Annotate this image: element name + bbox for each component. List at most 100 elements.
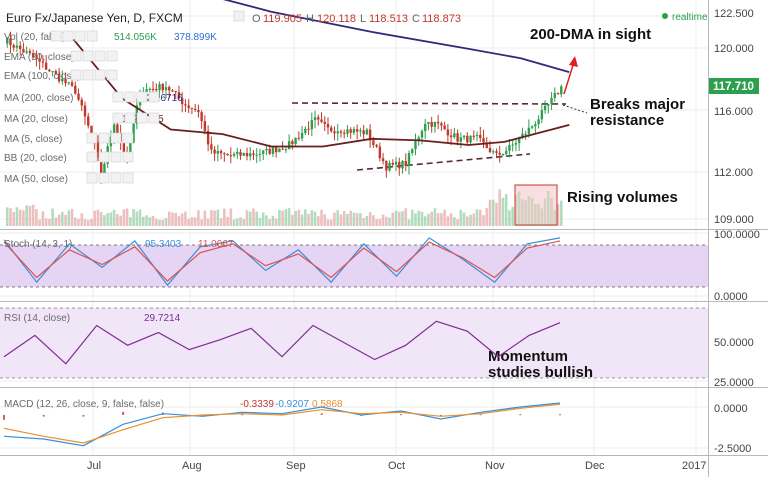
candle-body bbox=[378, 146, 382, 159]
indicator-rsi[interactable]: RSI (14, close) bbox=[4, 313, 70, 324]
realtime-label: realtime bbox=[672, 12, 708, 23]
candle-body bbox=[38, 58, 41, 62]
grid bbox=[0, 0, 708, 455]
legend-toggle-icon bbox=[124, 91, 136, 103]
indicator-bb[interactable]: BB (20, close) bbox=[4, 153, 67, 164]
candle-body bbox=[336, 131, 339, 134]
volume-bar bbox=[485, 208, 489, 226]
candle-body bbox=[148, 88, 151, 90]
indicator-stoch[interactable]: Stoch (14, 3, 1) bbox=[4, 239, 72, 250]
volume-bar bbox=[381, 214, 385, 226]
volume-bar bbox=[158, 219, 161, 226]
volume-bar bbox=[193, 217, 197, 226]
candle-body bbox=[54, 71, 58, 74]
candle-body bbox=[6, 38, 9, 44]
volume-bar bbox=[197, 210, 200, 226]
volume-bar bbox=[242, 218, 246, 226]
legend-toggle-icon bbox=[110, 132, 122, 144]
volume-bar bbox=[556, 204, 560, 226]
legend-toggle-icon bbox=[70, 69, 82, 81]
stoch-d-line bbox=[3, 240, 561, 282]
legend-toggle-icon bbox=[74, 30, 86, 42]
volume-bar bbox=[495, 202, 498, 226]
legend-toggle-icons[interactable] bbox=[50, 30, 160, 184]
legend-toggle-icon bbox=[106, 50, 118, 62]
indicator-macd[interactable]: MACD (12, 26, close, 9, false, false) bbox=[4, 399, 164, 410]
candles bbox=[6, 31, 563, 184]
volume-bar bbox=[77, 219, 80, 226]
candle-body bbox=[245, 152, 249, 157]
candle-body bbox=[543, 105, 547, 111]
open-label: O bbox=[252, 13, 261, 25]
volume-bar bbox=[245, 210, 249, 226]
time-tick: 2017 bbox=[682, 460, 706, 472]
volume-highlight-box bbox=[514, 184, 558, 226]
indicator-ema20[interactable]: EMA (20, close) bbox=[4, 52, 75, 63]
candle-body bbox=[216, 150, 220, 154]
candle-body bbox=[550, 97, 553, 105]
volume-bar bbox=[436, 213, 440, 226]
candle-body bbox=[103, 163, 106, 177]
indicator-ema100[interactable]: EMA (100, close) bbox=[4, 71, 80, 82]
volume-bar bbox=[132, 209, 135, 226]
stoch-d-value: 11.0067 bbox=[198, 239, 234, 250]
candle-body bbox=[22, 49, 25, 53]
symbol-title[interactable]: Euro Fx/Japanese Yen, D, FXCM bbox=[6, 11, 183, 25]
candle-body bbox=[553, 93, 556, 98]
high-value: 120.118 bbox=[317, 13, 356, 25]
volume-bar bbox=[145, 215, 148, 226]
volume-bar bbox=[138, 209, 142, 226]
candle-body bbox=[511, 144, 514, 146]
volume-bar bbox=[407, 219, 411, 226]
support-trendline bbox=[356, 153, 531, 171]
volume-bar bbox=[268, 219, 271, 226]
volume-bar bbox=[559, 200, 563, 226]
volume-bar bbox=[213, 210, 216, 226]
candle-body bbox=[67, 82, 70, 84]
volume-bar bbox=[397, 211, 401, 226]
candle-body bbox=[77, 93, 80, 100]
volume-bar bbox=[482, 215, 485, 226]
indicator-vol[interactable]: Vol (20, false) bbox=[4, 32, 65, 43]
macd-value-2: -0.9207 bbox=[275, 399, 309, 410]
volume-bar bbox=[281, 210, 284, 226]
legend-toggle-icon bbox=[122, 151, 134, 163]
macd-tick: 0.0000 bbox=[714, 403, 748, 415]
candle-body bbox=[427, 122, 430, 125]
volume-bar bbox=[22, 210, 25, 226]
candle-body bbox=[505, 150, 508, 155]
volume-bar bbox=[307, 214, 310, 226]
time-tick: Oct bbox=[388, 460, 405, 472]
candle-body bbox=[320, 119, 323, 122]
volume-bar bbox=[504, 194, 508, 226]
time-tick: Dec bbox=[585, 460, 605, 472]
indicator-ma20[interactable]: MA (20, close) bbox=[4, 114, 68, 125]
candle-body bbox=[323, 121, 326, 125]
candle-body bbox=[446, 129, 450, 136]
legend-toggle-icon bbox=[50, 30, 62, 42]
candle-body bbox=[485, 142, 488, 148]
volume-bar bbox=[294, 210, 297, 226]
volume-bar bbox=[300, 214, 304, 226]
candle-body bbox=[456, 133, 459, 142]
candle-body bbox=[203, 121, 207, 131]
price-tick: 109.000 bbox=[714, 214, 754, 226]
candle-body bbox=[472, 135, 475, 137]
indicator-ma50[interactable]: MA (50, close) bbox=[4, 174, 68, 185]
candle-body bbox=[343, 132, 346, 134]
candle-body bbox=[25, 51, 28, 53]
settings-icon[interactable] bbox=[233, 10, 245, 22]
candle-body bbox=[398, 161, 401, 169]
legend-toggle-icon bbox=[86, 132, 98, 144]
candle-body bbox=[355, 129, 359, 132]
stoch-band bbox=[0, 245, 708, 287]
legend-toggle-icon bbox=[86, 172, 98, 184]
legend-toggle-icon bbox=[148, 112, 160, 124]
candle-body bbox=[530, 126, 534, 128]
indicator-ma5[interactable]: MA (5, close) bbox=[4, 134, 62, 145]
volume-bar bbox=[287, 208, 291, 226]
volume-bar bbox=[365, 215, 369, 226]
indicator-ma200[interactable]: MA (200, close) bbox=[4, 93, 73, 104]
candle-body bbox=[294, 137, 297, 145]
